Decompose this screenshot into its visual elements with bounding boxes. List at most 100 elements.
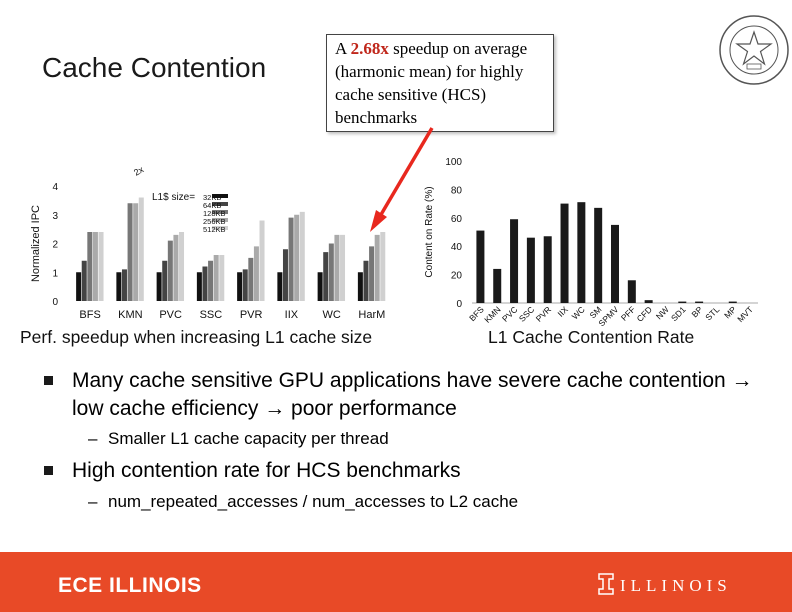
- legend-swatch: [212, 218, 228, 222]
- callout-highlight: 2.68x: [350, 39, 389, 58]
- y-tick-label: 0: [52, 297, 58, 308]
- legend-label: 128KB: [203, 209, 226, 218]
- bar: [98, 232, 104, 301]
- legend-label: 64KB: [203, 201, 221, 210]
- bar: [237, 272, 243, 301]
- x-tick-label: IIX: [285, 309, 299, 321]
- y-tick-label: 60: [451, 214, 463, 225]
- x-tick-label: SSC: [517, 304, 536, 323]
- x-tick-label: SPMV: [596, 304, 620, 328]
- ipc-speedup-chart: 0 1 2 3 4 Normalized IPC BFS KMN PVC SSC PVR IIX WC H…: [30, 164, 386, 321]
- bar: [259, 220, 265, 301]
- left-chart-caption: Perf. speedup when increasing L1 cache s…: [20, 327, 373, 347]
- x-tick-label: STL: [703, 304, 721, 322]
- bar: [317, 272, 323, 301]
- bullet-1: Many cache sensitive GPU applications ha…: [44, 367, 772, 423]
- bar: [299, 211, 305, 301]
- bar: [288, 217, 294, 301]
- bar: [242, 269, 248, 301]
- y-axis-label: Normalized IPC: [30, 205, 42, 282]
- x-tick-label: PVC: [500, 304, 519, 323]
- footer-university: ILLINOIS: [620, 576, 732, 595]
- x-tick-label: PFF: [619, 304, 637, 322]
- bar: [167, 240, 173, 301]
- bar: [81, 260, 87, 301]
- bar: [213, 255, 219, 301]
- y-axis-label: Content on Rate (%): [424, 186, 435, 277]
- x-tick-label: PVR: [240, 309, 263, 321]
- bar: [323, 252, 329, 301]
- bullet-text: Many cache sensitive GPU applications ha…: [72, 369, 753, 420]
- x-tick-label: BFS: [79, 309, 100, 321]
- bar: [728, 301, 737, 303]
- y-tick-label: 0: [456, 299, 462, 310]
- bar: [202, 266, 208, 301]
- dash-icon: –: [88, 429, 98, 448]
- bar: [179, 232, 185, 301]
- bar: [611, 224, 619, 303]
- dash-icon: –: [88, 492, 98, 511]
- bar: [87, 232, 93, 301]
- contention-rate-chart: 0 20 40 60 80 100 Content on Rate (%) BFSKMNPVC…: [424, 157, 758, 328]
- bar: [127, 203, 133, 301]
- bullet-2: High contention rate for HCS benchmarks: [44, 457, 772, 485]
- x-tick-label: WC: [570, 304, 587, 321]
- legend-tag: 2x: [132, 164, 146, 178]
- bar: [543, 236, 552, 303]
- bar: [253, 246, 259, 301]
- bar: [526, 237, 535, 303]
- legend-swatch: [212, 202, 228, 206]
- x-tick-label: SD1: [669, 304, 688, 323]
- sub-bullet-2: – num_repeated_accesses / num_accesses t…: [88, 491, 748, 513]
- legend-label: 256KB: [203, 217, 226, 226]
- bar: [294, 214, 300, 301]
- bar: [282, 249, 288, 301]
- x-tick-label: BP: [689, 304, 704, 319]
- bar: [577, 202, 586, 303]
- bar: [133, 203, 139, 301]
- footer-brand: ECE ILLINOIS: [58, 574, 202, 597]
- sub-bullet-text: num_repeated_accesses / num_accesses to …: [108, 492, 519, 511]
- x-tick-label: PVC: [159, 309, 182, 321]
- legend-swatch: [212, 210, 228, 214]
- x-tick-label: PVR: [534, 304, 553, 323]
- bar: [380, 232, 386, 301]
- x-tick-label: HarM: [358, 309, 385, 321]
- right-chart-caption: L1 Cache Contention Rate: [488, 327, 695, 347]
- bar: [173, 234, 179, 301]
- legend-label: 512KB: [203, 225, 226, 234]
- bar: [208, 260, 214, 301]
- callout-text: speedup on average (harmonic mean) for h…: [335, 39, 528, 127]
- y-tick-label: 2: [52, 240, 58, 251]
- legend-swatch: [212, 194, 228, 198]
- bullet-square-icon: [44, 466, 53, 475]
- bar: [334, 234, 340, 301]
- bar: [678, 301, 687, 303]
- x-tick-label: KMN: [482, 304, 502, 324]
- bar: [76, 272, 82, 301]
- illinois-block-i-icon: [598, 573, 614, 595]
- legend-title: L1$ size=: [152, 192, 195, 203]
- bar: [644, 300, 653, 303]
- bar: [627, 280, 636, 303]
- bar: [162, 260, 168, 301]
- y-tick-label: 40: [451, 242, 463, 253]
- bar: [196, 272, 202, 301]
- bar: [560, 203, 569, 303]
- bar: [116, 272, 122, 301]
- bar: [340, 234, 346, 301]
- bar: [594, 207, 603, 303]
- bar: [476, 230, 485, 303]
- legend-label: 32KB: [203, 193, 221, 202]
- bar: [277, 272, 283, 301]
- callout-prefix: A: [335, 39, 351, 58]
- x-tick-label: MVT: [735, 304, 755, 324]
- sub-bullet-1: – Smaller L1 cache capacity per thread: [88, 428, 748, 450]
- university-seal-icon: [719, 15, 789, 85]
- footer-bar: [0, 552, 792, 612]
- bar: [363, 260, 369, 301]
- x-tick-label: KMN: [118, 309, 143, 321]
- bullet-square-icon: [44, 376, 53, 385]
- bar: [357, 272, 363, 301]
- bar: [374, 234, 380, 301]
